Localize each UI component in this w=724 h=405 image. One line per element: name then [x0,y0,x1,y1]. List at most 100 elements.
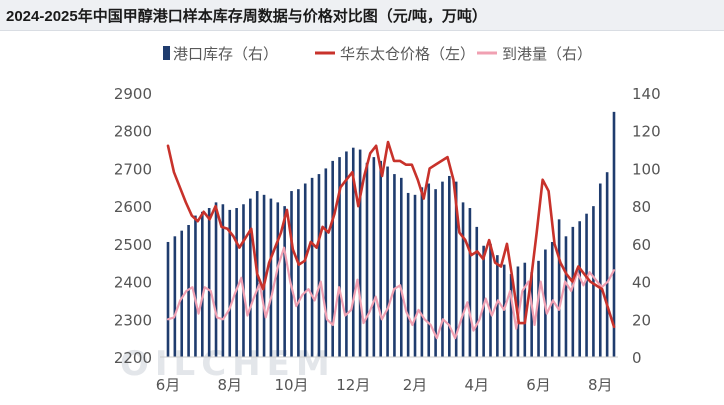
y-left-tick-label: 2500 [114,236,152,254]
inventory-bar [338,157,341,357]
inventory-bar [207,208,211,357]
legend-label-arrivals: 到港量（右） [502,45,592,63]
inventory-bar [194,215,197,357]
page-title: 2024-2025年中国甲醇港口样本库存周数据与价格对比图（元/吨，万吨） [6,8,487,25]
inventory-bar [297,189,300,357]
x-tick-label: 6月 [156,376,181,394]
inventory-bar [331,160,334,357]
inventory-bar [530,272,533,357]
inventory-bar [187,225,190,357]
inventory-bar [496,255,499,357]
inventory-bar [201,211,204,357]
price-line [166,140,616,329]
inventory-bar [550,241,554,357]
inventory-bar [365,162,369,357]
y-left-tick-label: 2400 [114,274,152,292]
inventory-bar [269,198,273,357]
inventory-bar [276,202,280,357]
inventory-bar [180,230,184,357]
y-right-tick-label: 100 [632,160,661,178]
inventory-bar [475,226,479,357]
y-right-tick-label: 40 [632,274,651,292]
legend-label-price: 华东太仓价格（左） [340,45,475,63]
y-right-tick-label: 140 [632,85,661,103]
y-right-tick-label: 120 [632,123,661,141]
x-tick-label: 12月 [336,376,370,394]
inventory-bar [427,183,431,357]
arrivals-line [166,246,616,340]
inventory-bar [571,226,575,357]
inventory-bar [454,181,458,357]
inventory-bar [420,187,424,357]
inventory-bar [509,274,513,357]
y-left-tick-label: 2300 [114,311,152,329]
inventory-bar [612,111,616,357]
inventory-bar [228,209,232,357]
x-tick-label: 6月 [526,376,551,394]
y-left-tick-label: 2200 [114,349,152,367]
axes: 2200 2300 2400 2500 2600 2700 2800 2900 0 20 40 60 8… [114,85,661,394]
x-tick-label: 2月 [403,376,428,394]
y-right-tick-label: 0 [632,349,642,367]
inventory-bar [345,151,348,357]
y-left-tick-label: 2900 [114,85,152,103]
y-right-tick-label: 80 [632,198,651,216]
inventory-bar [324,168,328,357]
inventory-bar [173,236,177,357]
inventory-bar [242,204,245,357]
inventory-bar [489,243,492,357]
inventory-bar [441,181,444,357]
y-right-tick-label: 20 [632,311,651,329]
inventory-bar [399,177,403,357]
inventory-bar [578,221,581,357]
inventory-bars [166,111,616,357]
inventory-bar [523,262,527,357]
legend-label-inventory: 港口库存（右） [173,45,278,63]
series-lines [166,140,616,340]
inventory-bar [605,172,609,357]
inventory-bar [310,177,314,357]
x-tick-label: 4月 [465,376,490,394]
inventory-bar [386,166,389,357]
x-tick-label: 10月 [274,376,308,394]
inventory-bar [461,202,465,357]
inventory-bar [406,192,410,357]
inventory-bar [413,194,417,357]
x-tick-label: 8月 [218,376,243,394]
inventory-bar [468,208,472,357]
inventory-bar [557,219,561,357]
title-bar: 2024-2025年中国甲醇港口样本库存周数据与价格对比图（元/吨，万吨） [0,0,724,31]
inventory-bar [166,241,170,357]
inventory-bar [393,174,396,357]
legend: 港口库存（右） 华东太仓价格（左） 到港量（右） [163,45,592,63]
inventory-bar [214,202,218,357]
inventory-bar [434,189,437,357]
inventory-bar [372,157,376,357]
inventory-bar [598,183,602,357]
inventory-bar [283,206,286,357]
watermark-text: OILCHEM [120,344,336,384]
inventory-bar [249,198,252,357]
inventory-bar [358,149,362,357]
inventory-bar [482,245,485,357]
y-right-tick-label: 60 [632,236,651,254]
inventory-bar [262,194,266,357]
inventory-bar [379,160,383,357]
y-left-tick-label: 2600 [114,198,152,216]
inventory-bar [317,174,321,357]
y-left-tick-label: 2800 [114,123,152,141]
inventory-bar [290,191,293,357]
inventory-bar [592,206,595,357]
x-tick-label: 8月 [588,376,613,394]
combo-chart: OILCHEM 2200 2300 2400 2500 2600 2700 2800 2900… [114,45,661,394]
inventory-bar [351,147,355,357]
inventory-bar [303,183,307,357]
inventory-bar [448,175,451,357]
y-left-tick-label: 2700 [114,160,152,178]
inventory-bar [564,236,568,357]
inventory-bar [221,204,225,357]
inventory-bar [235,208,238,357]
inventory-bar [537,260,540,357]
legend-swatch-inventory [163,46,170,60]
